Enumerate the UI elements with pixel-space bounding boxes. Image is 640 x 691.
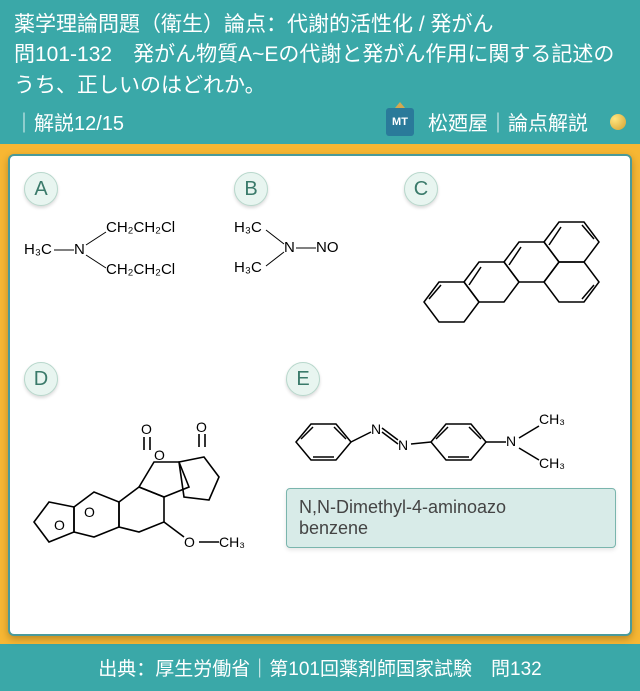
svg-text:N: N <box>371 421 381 437</box>
svg-text:CH₃: CH₃ <box>219 534 245 550</box>
svg-text:H₃C: H₃C <box>24 241 52 258</box>
svg-text:O: O <box>54 517 65 533</box>
header: 薬学理論問題（衛生）論点：代謝的活性化 / 発がん 問101-132 発がん物質… <box>0 0 640 144</box>
footer: 出典：厚生労働省｜第101回薬剤師国家試験 問132 <box>0 644 640 691</box>
structure-d: O O O O O O CH₃ <box>24 402 276 572</box>
svg-text:N: N <box>74 241 85 258</box>
compound-c: C <box>404 172 616 342</box>
structure-e: N N N CH₃ CH₃ <box>286 402 616 482</box>
source-label: 松廼屋｜論点解説 <box>428 107 588 136</box>
commentary-number: ｜解説12/15 <box>14 107 124 136</box>
badge-c: C <box>404 172 438 206</box>
compound-b: B H₃C H₃C N NO <box>234 172 394 282</box>
svg-text:CH₃: CH₃ <box>539 411 565 427</box>
svg-text:H₃C: H₃C <box>234 259 262 276</box>
badge-e: E <box>286 362 320 396</box>
badge-b: B <box>234 172 268 206</box>
svg-text:O: O <box>184 534 195 550</box>
svg-text:NO: NO <box>316 239 339 256</box>
svg-text:N: N <box>506 433 516 449</box>
compound-d: D O O O O O <box>24 362 276 572</box>
structure-a: H₃C N CH₂CH₂Cl CH₂CH₂Cl <box>24 212 224 282</box>
svg-text:N: N <box>284 239 295 256</box>
title: 薬学理論問題（衛生）論点：代謝的活性化 / 発がん 問101-132 発がん物質… <box>14 10 626 101</box>
gold-dot-icon <box>610 114 626 130</box>
main-panel-wrap: A H₃C N CH₂CH₂Cl CH₂CH₂Cl B <box>0 144 640 644</box>
svg-text:O: O <box>141 421 152 437</box>
svg-text:H₃C: H₃C <box>234 219 262 236</box>
svg-text:O: O <box>84 504 95 520</box>
subheader: ｜解説12/15 MT 松廼屋｜論点解説 <box>14 105 626 138</box>
svg-text:N: N <box>398 437 408 453</box>
badge-d: D <box>24 362 58 396</box>
structure-b: H₃C H₃C N NO <box>234 212 394 282</box>
compound-a: A H₃C N CH₂CH₂Cl CH₂CH₂Cl <box>24 172 224 282</box>
svg-text:CH₃: CH₃ <box>539 455 565 471</box>
svg-text:CH₂CH₂Cl: CH₂CH₂Cl <box>106 261 175 278</box>
mt-logo-icon: MT <box>386 108 414 136</box>
svg-text:O: O <box>196 419 207 435</box>
svg-text:O: O <box>154 447 165 463</box>
compounds-panel: A H₃C N CH₂CH₂Cl CH₂CH₂Cl B <box>8 154 632 636</box>
badge-a: A <box>24 172 58 206</box>
structure-c <box>404 212 616 342</box>
compound-e-name: N,N-Dimethyl-4-aminoazo benzene <box>286 488 616 548</box>
svg-text:CH₂CH₂Cl: CH₂CH₂Cl <box>106 219 175 236</box>
compound-e: E N N N <box>286 362 616 548</box>
